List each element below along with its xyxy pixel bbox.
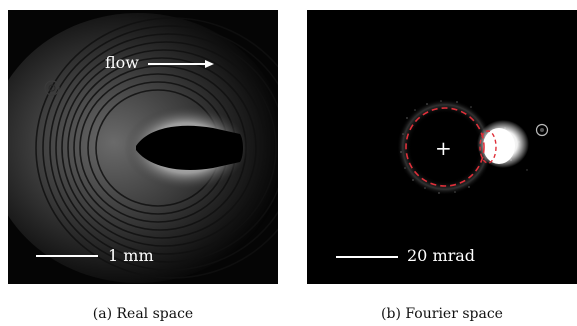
scale-bar-label-fourier: 20 mrad xyxy=(407,246,476,265)
caption-real-space: (a) Real space xyxy=(92,306,194,322)
scale-bar-real xyxy=(36,255,98,257)
center-cross-icon: + xyxy=(435,136,452,160)
scale-bar-label-real: 1 mm xyxy=(108,246,154,265)
flow-arrow-head xyxy=(205,60,214,68)
caption-fourier-space: (b) Fourier space xyxy=(381,306,503,322)
scale-bar-fourier xyxy=(336,256,398,258)
flow-label: flow xyxy=(105,53,139,72)
fourier-space-image: + 20 mrad xyxy=(307,10,577,284)
dashed-circle-large xyxy=(405,107,485,187)
dashed-circle-small xyxy=(479,130,497,164)
real-space-image: flow 1 mm xyxy=(8,10,278,284)
real-space-interference-pattern xyxy=(8,10,278,284)
fourier-space-spectrum xyxy=(307,10,577,284)
